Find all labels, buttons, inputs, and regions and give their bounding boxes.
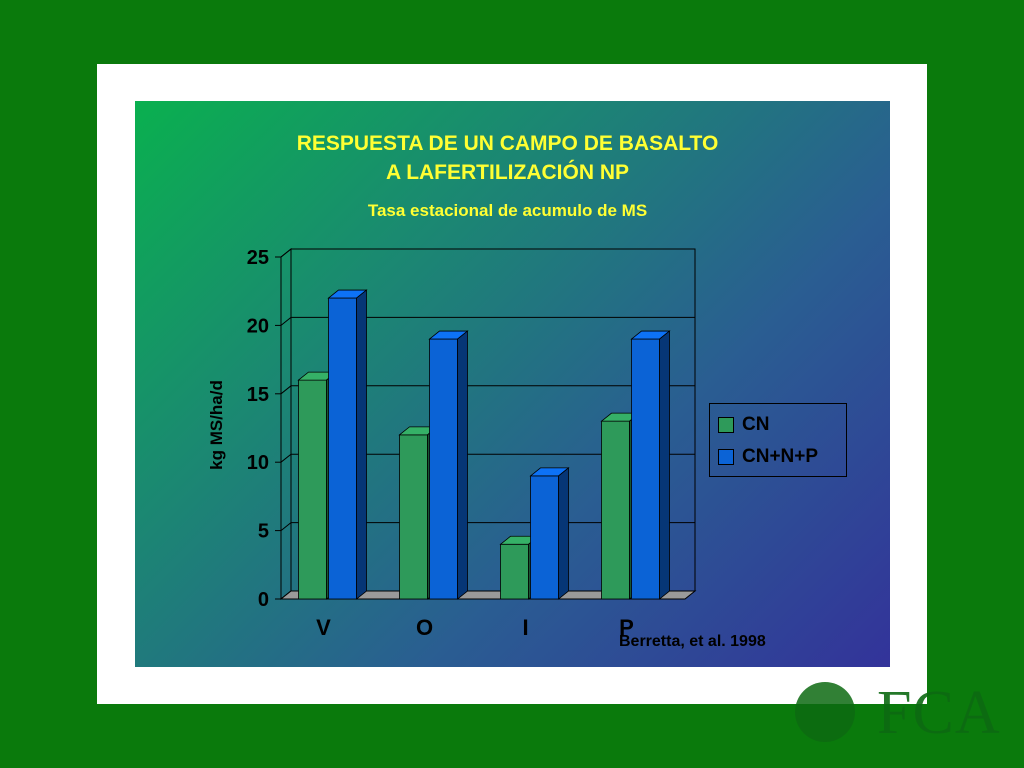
bar-side: [356, 289, 367, 600]
bar-side: [558, 467, 569, 600]
x-tick-label-p: P: [619, 615, 634, 640]
legend-swatch-cnnp: [718, 449, 734, 465]
leaf-icon: [795, 682, 855, 742]
legend-item-cn: CN: [718, 414, 769, 436]
chart-title-line2: A LAFERTILIZACIÓN NP: [385, 161, 630, 184]
bar-cnnp-p: [631, 338, 660, 600]
bar-cnnp-v: [328, 297, 357, 600]
bar-chart: 0 5 10 15 20 25 V O I P: [247, 247, 697, 640]
plot-left-wall: [280, 247, 292, 601]
bar-side: [659, 330, 670, 600]
chart-panel: RESPUESTA DE UN CAMPO DE BASALTO A LAFER…: [135, 101, 890, 667]
bar-cn-v: [298, 379, 327, 600]
chart-title: RESPUESTA DE UN CAMPO DE BASALTO A LAFER…: [135, 129, 880, 187]
x-tick-label-i: I: [522, 615, 528, 640]
y-tick-label: 10: [247, 452, 269, 474]
gridline: [280, 316, 695, 326]
logo-text: FCA: [877, 679, 1001, 747]
chart-subtitle: Tasa estacional de acumulo de MS: [367, 201, 648, 220]
legend-swatch-cn: [718, 417, 734, 433]
gridline: [280, 385, 695, 395]
source-credit: Berretta, et al. 1998: [619, 633, 766, 650]
x-tick-label-o: O: [416, 615, 433, 640]
fca-logo: FCA: [795, 678, 1005, 748]
bar-side: [457, 330, 468, 600]
gridline: [280, 248, 695, 258]
bar-cn-p: [601, 420, 630, 600]
y-tick-label: 20: [247, 315, 269, 337]
y-tick-label: 25: [247, 247, 269, 269]
bar-cn-i: [500, 543, 529, 600]
chart-title-line1: RESPUESTA DE UN CAMPO DE BASALTO: [296, 132, 719, 155]
y-tick-label: 0: [258, 589, 269, 611]
x-tick-label-v: V: [316, 615, 331, 640]
bar-cn-o: [399, 434, 428, 600]
legend-label-cn: CN: [742, 414, 770, 435]
legend: CN CN+N+P: [709, 403, 847, 477]
legend-item-cnnp: CN+N+P: [718, 446, 818, 468]
bar-cnnp-i: [530, 475, 559, 600]
bar-cnnp-o: [429, 338, 458, 600]
legend-label-cnnp: CN+N+P: [742, 446, 819, 467]
y-tick-label: 15: [247, 384, 269, 406]
gridline: [280, 453, 695, 463]
y-tick-label: 5: [258, 521, 269, 543]
